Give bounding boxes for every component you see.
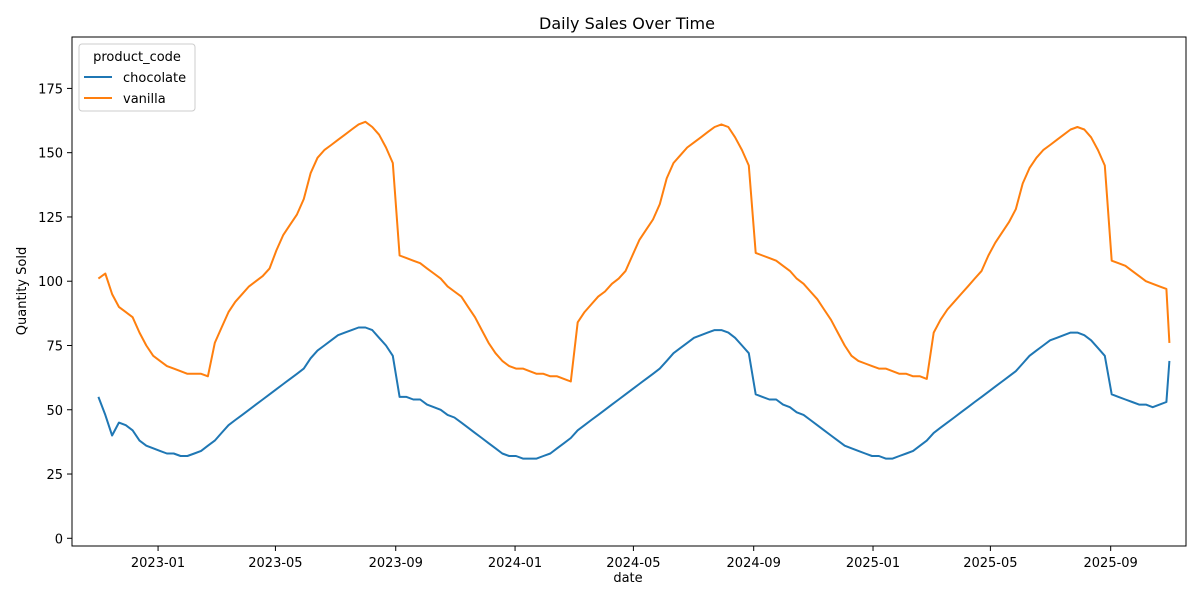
series-line-vanilla — [97, 120, 1171, 383]
chart-title: Daily Sales Over Time — [539, 14, 715, 33]
series-line-chocolate — [97, 326, 1171, 460]
plot-area — [71, 36, 1187, 547]
x-tick-label: 2023-01 — [131, 556, 185, 571]
x-tick-label: 2024-05 — [606, 556, 660, 571]
x-tick-label: 2025-01 — [846, 556, 900, 571]
legend-title: product_code — [93, 50, 181, 65]
legend-label-chocolate: chocolate — [123, 71, 186, 86]
y-tick-label: 125 — [38, 211, 63, 226]
x-tick-label: 2024-09 — [727, 556, 781, 571]
legend-box — [78, 43, 196, 112]
x-tick-label: 2023-05 — [248, 556, 302, 571]
y-tick-label: 150 — [38, 147, 63, 162]
y-tick-label: 75 — [46, 339, 63, 354]
x-axis-label: date — [613, 571, 642, 586]
axes-frame — [71, 36, 1187, 547]
y-tick-label: 25 — [46, 468, 63, 483]
y-tick-label: 100 — [38, 275, 63, 290]
y-tick-label: 175 — [38, 82, 63, 97]
x-axis: 2023-01 2023-05 2023-09 2024-01 2024-05 2024-… — [131, 546, 1138, 571]
y-axis-label: Quantity Sold — [15, 247, 30, 335]
x-tick-label: 2024-01 — [488, 556, 542, 571]
y-tick-label: 0 — [55, 532, 63, 547]
legend-label-vanilla: vanilla — [123, 92, 166, 107]
y-axis: 0 25 50 75 100 125 150 175 — [38, 82, 72, 547]
x-tick-label: 2025-05 — [963, 556, 1017, 571]
x-tick-label: 2025-09 — [1084, 556, 1138, 571]
legend: product_code chocolate vanilla — [78, 43, 196, 112]
series-layer — [97, 120, 1171, 460]
y-tick-label: 50 — [46, 404, 63, 419]
x-tick-label: 2023-09 — [369, 556, 423, 571]
